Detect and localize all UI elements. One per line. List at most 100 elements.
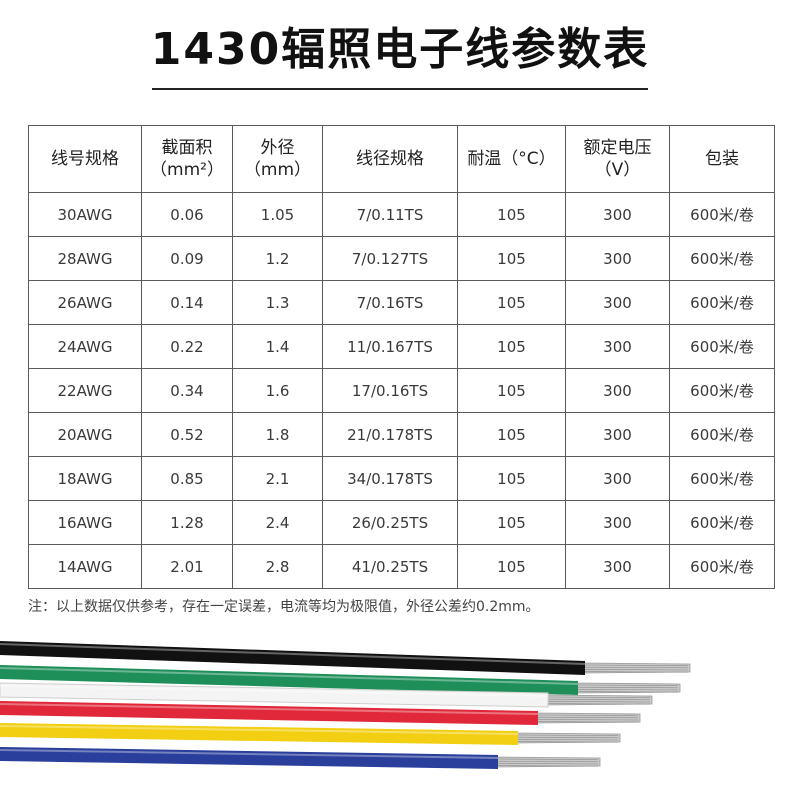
insulation-jacket	[0, 747, 498, 769]
cell-voltage: 300	[565, 192, 670, 237]
cell-temperature: 105	[457, 368, 566, 413]
cell-voltage: 300	[565, 500, 670, 545]
strand-line	[577, 689, 679, 691]
cell-temperature: 105	[457, 456, 566, 501]
header-strand-spec: 线径规格	[322, 125, 458, 193]
cell-gauge: 30AWG	[28, 192, 142, 237]
cell-cross-section: 0.14	[141, 280, 233, 325]
cell-cross-section: 0.52	[141, 412, 233, 457]
header-packaging: 包装	[669, 125, 775, 193]
cell-packaging: 600米/卷	[669, 456, 775, 501]
cell-cross-section: 0.34	[141, 368, 233, 413]
strand-line	[584, 669, 689, 671]
cell-strand-spec: 7/0.16TS	[322, 280, 458, 325]
title-underline	[152, 88, 648, 90]
table-row: 30AWG 0.06 1.05 7/0.11TS 105 300 600米/卷	[28, 192, 775, 237]
cell-packaging: 600米/卷	[669, 412, 775, 457]
strand-line	[517, 736, 619, 739]
cell-strand-spec: 17/0.16TS	[322, 368, 458, 413]
cell-cross-section: 0.85	[141, 456, 233, 501]
strand-line	[584, 664, 689, 666]
page-title: 1430辐照电子线参数表	[150, 24, 650, 75]
cell-temperature: 105	[457, 280, 566, 325]
cell-gauge: 22AWG	[28, 368, 142, 413]
insulation-jacket	[0, 723, 518, 745]
strand-line	[537, 716, 639, 719]
cell-gauge: 14AWG	[28, 544, 142, 589]
cell-packaging: 600米/卷	[669, 236, 775, 281]
cell-voltage: 300	[565, 280, 670, 325]
spec-table: 线号规格 截面积 （mm²） 外径 （mm） 线径规格 耐温（°C） 额定电压 （V）…	[28, 125, 775, 589]
strand-line	[547, 703, 651, 705]
red-wire	[0, 701, 641, 725]
cell-temperature: 105	[457, 500, 566, 545]
table-row: 16AWG 1.28 2.4 26/0.25TS 105 300 600米/卷	[28, 500, 775, 545]
jacket-highlight	[0, 667, 579, 685]
cell-strand-spec: 26/0.25TS	[322, 500, 458, 545]
table-row: 28AWG 0.09 1.2 7/0.127TS 105 300 600米/卷	[28, 236, 775, 281]
cell-temperature: 105	[457, 412, 566, 457]
cell-outer-diameter: 2.4	[232, 500, 323, 545]
cell-temperature: 105	[457, 192, 566, 237]
cell-cross-section: 0.09	[141, 236, 233, 281]
cell-outer-diameter: 1.3	[232, 280, 323, 325]
table-row: 26AWG 0.14 1.3 7/0.16TS 105 300 600米/卷	[28, 280, 775, 325]
black-wire	[0, 641, 691, 675]
cell-voltage: 300	[565, 368, 670, 413]
insulation-jacket	[0, 682, 549, 708]
cell-temperature: 105	[457, 544, 566, 589]
jacket-highlight	[0, 703, 539, 715]
jacket-highlight	[0, 749, 499, 759]
table-row: 24AWG 0.22 1.4 11/0.167TS 105 300 600米/卷	[28, 324, 775, 369]
strand-line	[547, 701, 651, 703]
jacket-highlight	[0, 685, 549, 697]
header-temperature: 耐温（°C）	[457, 125, 566, 193]
cell-packaging: 600米/卷	[669, 368, 775, 413]
cell-gauge: 16AWG	[28, 500, 142, 545]
insulation-jacket	[0, 665, 578, 695]
header-rated-voltage: 额定电压 （V）	[565, 125, 670, 193]
strand-line	[577, 684, 679, 686]
cell-outer-diameter: 2.8	[232, 544, 323, 589]
strand-line	[547, 698, 651, 701]
strand-line	[517, 741, 619, 743]
wire-bundle-photo	[0, 641, 691, 769]
strand-line	[584, 671, 689, 673]
cell-packaging: 600米/卷	[669, 500, 775, 545]
cell-outer-diameter: 1.05	[232, 192, 323, 237]
cell-packaging: 600米/卷	[669, 280, 775, 325]
cell-gauge: 18AWG	[28, 456, 142, 501]
cell-packaging: 600米/卷	[669, 544, 775, 589]
jacket-highlight	[0, 643, 586, 665]
cell-packaging: 600米/卷	[669, 324, 775, 369]
strand-line	[537, 714, 639, 716]
cell-outer-diameter: 1.2	[232, 236, 323, 281]
strand-line	[547, 696, 651, 698]
cell-packaging: 600米/卷	[669, 192, 775, 237]
green-wire	[0, 665, 681, 695]
insulation-jacket	[0, 701, 538, 725]
cell-voltage: 300	[565, 236, 670, 281]
table-header-row: 线号规格 截面积 （mm²） 外径 （mm） 线径规格 耐温（°C） 额定电压 （V）…	[28, 125, 775, 193]
cell-voltage: 300	[565, 324, 670, 369]
table-row: 22AWG 0.34 1.6 17/0.16TS 105 300 600米/卷	[28, 368, 775, 413]
strand-line	[517, 739, 619, 741]
strand-line	[577, 686, 679, 689]
header-wire-gauge: 线号规格	[28, 125, 142, 193]
cell-voltage: 300	[565, 544, 670, 589]
cell-gauge: 20AWG	[28, 412, 142, 457]
cell-strand-spec: 21/0.178TS	[322, 412, 458, 457]
strand-line	[497, 763, 599, 765]
strand-line	[517, 734, 619, 736]
jacket-highlight	[0, 725, 519, 735]
strand-line	[497, 765, 599, 767]
cell-cross-section: 0.06	[141, 192, 233, 237]
header-cross-section: 截面积 （mm²）	[141, 125, 233, 193]
cell-strand-spec: 41/0.25TS	[322, 544, 458, 589]
cell-voltage: 300	[565, 456, 670, 501]
cell-outer-diameter: 2.1	[232, 456, 323, 501]
cell-cross-section: 0.22	[141, 324, 233, 369]
yellow-wire	[0, 723, 621, 745]
cell-gauge: 26AWG	[28, 280, 142, 325]
white-wire	[0, 682, 653, 708]
